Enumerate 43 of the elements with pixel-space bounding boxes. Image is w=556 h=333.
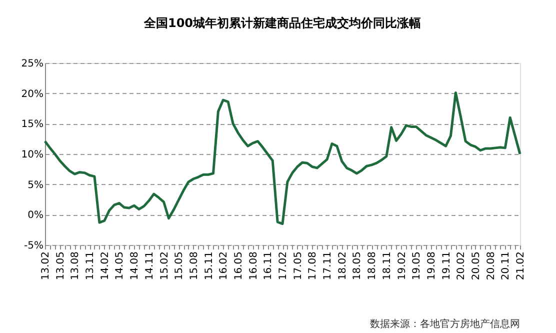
- x-tick-label: 19.08: [426, 252, 438, 280]
- x-tick-label: 19.05: [412, 252, 423, 280]
- x-tick-label: 14.02: [100, 252, 111, 280]
- x-tick-label: 20.08: [486, 252, 497, 280]
- y-tick-label: 15%: [21, 119, 44, 130]
- y-tick-label: 0%: [28, 210, 44, 222]
- x-tick-label: 16.08: [248, 252, 260, 280]
- x-tick-label: 17.05: [292, 252, 304, 280]
- x-tick-label: 15.02: [159, 252, 170, 280]
- x-tick-label: 14.11: [144, 252, 156, 280]
- x-tick-label: 17.02: [278, 252, 289, 280]
- x-tick-label: 13.02: [40, 252, 52, 280]
- x-tick-label: 17.11: [322, 252, 334, 280]
- x-tick-label: 13.08: [70, 252, 82, 280]
- x-tick-label: 15.05: [174, 252, 186, 280]
- x-tick-label: 18.02: [337, 252, 348, 280]
- y-tick-label: 25%: [21, 58, 44, 70]
- x-tick-label: 16.05: [233, 252, 244, 280]
- y-tick-label: 10%: [21, 150, 44, 160]
- x-tick-label: 18.11: [382, 252, 393, 280]
- x-tick-label: 17.08: [308, 252, 319, 280]
- source-note: 数据来源：各地官方房地产信息网: [370, 318, 520, 330]
- x-tick-label: 20.05: [470, 252, 482, 280]
- y-tick-label: 5%: [28, 180, 44, 191]
- x-tick-label: 19.02: [396, 252, 408, 280]
- line-series: [44, 91, 522, 226]
- y-tick-label: 20%: [21, 88, 44, 100]
- chart-title: 全国100城年初累计新建商品住宅成交均价同比涨幅: [142, 16, 422, 30]
- y-tick-label: -5%: [24, 240, 44, 252]
- x-tick-label: 18.05: [352, 252, 364, 280]
- x-tick-label: 13.05: [55, 252, 66, 280]
- x-tick-label: 16.11: [263, 252, 274, 280]
- x-tick-label: 21.02: [516, 252, 526, 280]
- x-tick-label: 14.08: [130, 252, 141, 280]
- x-tick-label: 16.02: [218, 252, 230, 280]
- x-tick-label: 13.11: [85, 252, 96, 280]
- x-tick-label: 15.11: [204, 252, 215, 280]
- x-tick-label: 14.05: [114, 252, 126, 280]
- x-tick-label: 19.11: [441, 252, 452, 280]
- x-tick-label: 20.02: [456, 252, 468, 280]
- x-tick-label: 15.08: [188, 252, 200, 280]
- x-tick-label: 18.08: [367, 252, 378, 280]
- x-tick-label: 20.11: [500, 252, 512, 280]
